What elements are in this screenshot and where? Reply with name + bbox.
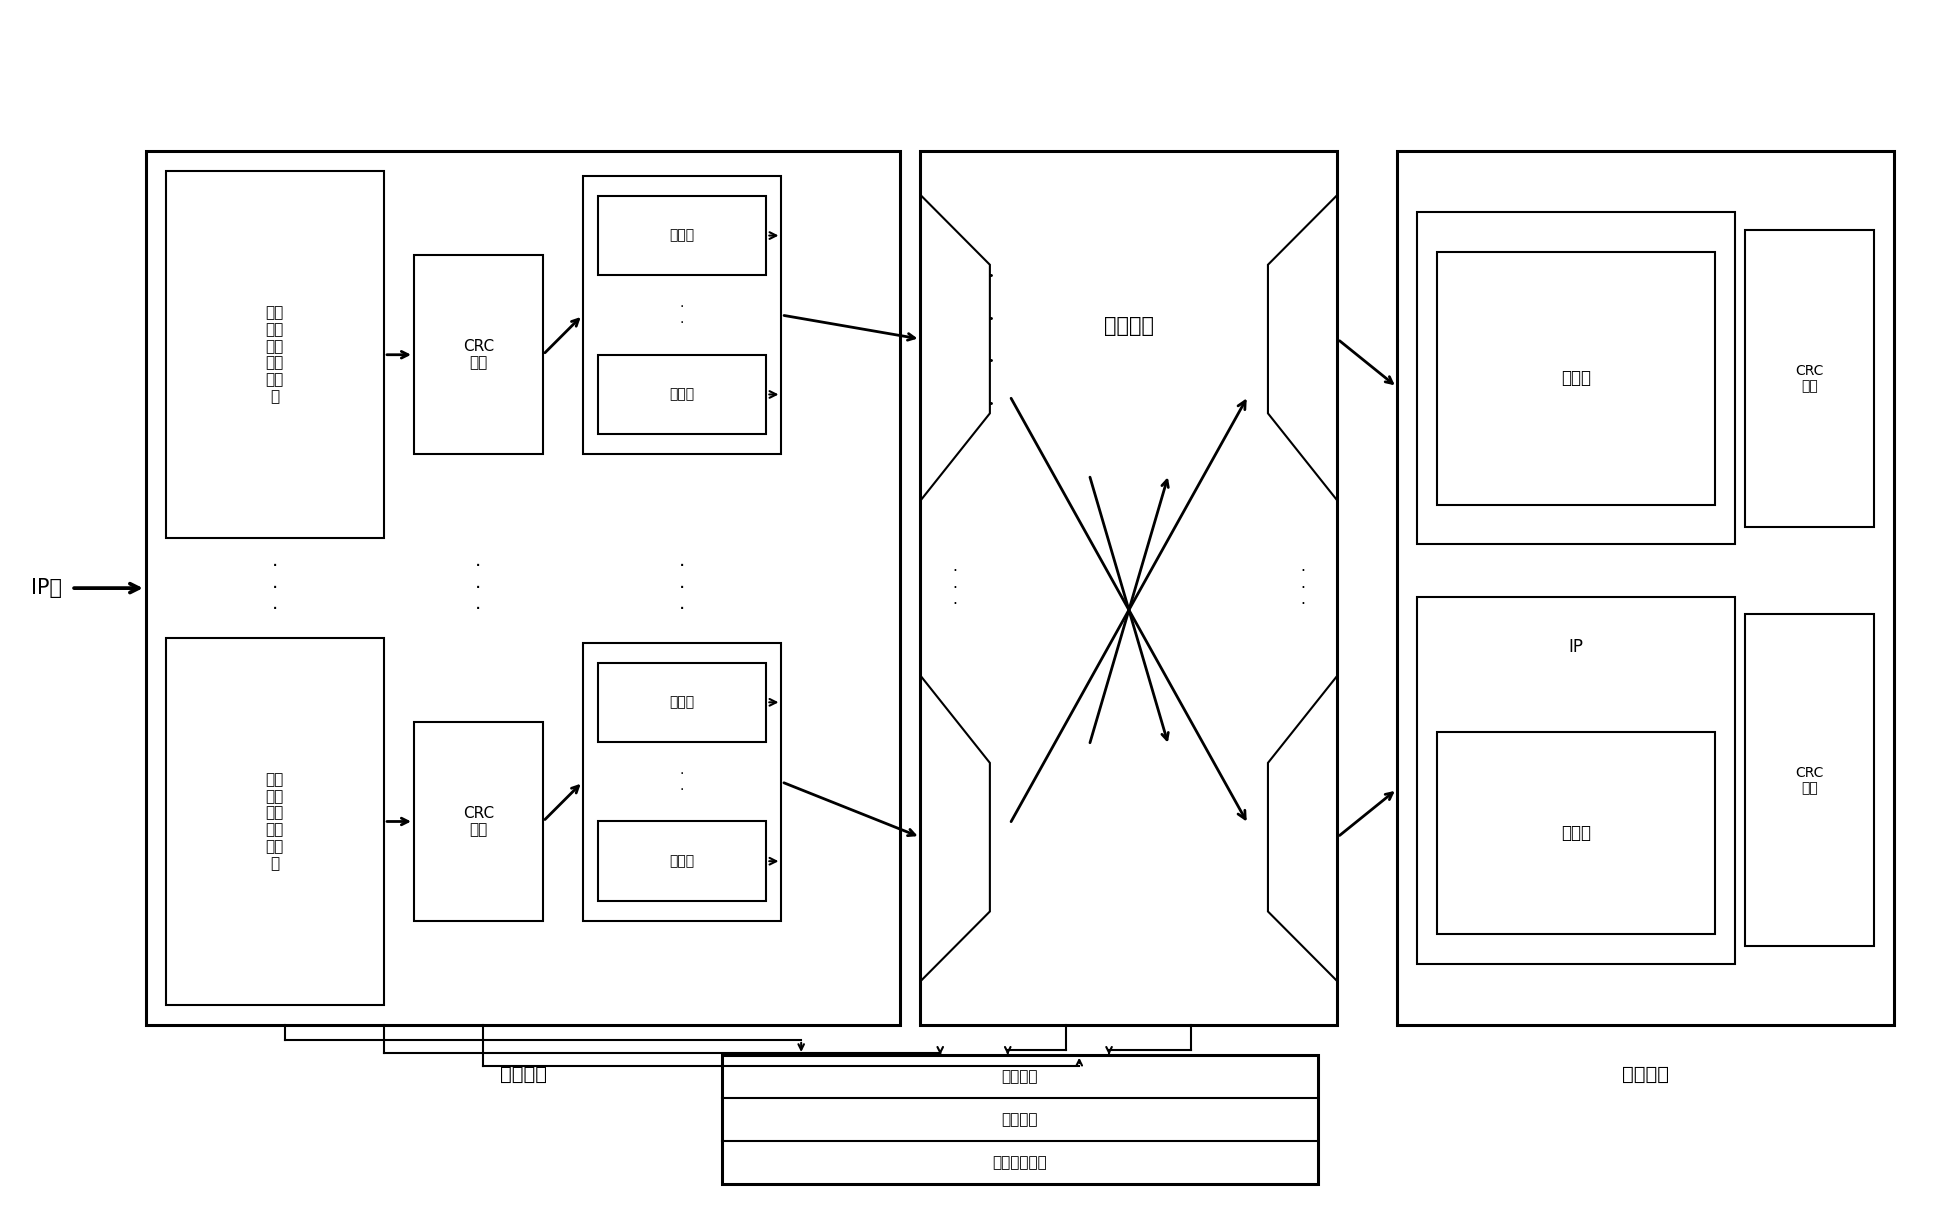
Bar bbox=[414, 255, 542, 454]
Text: 虚通道: 虚通道 bbox=[669, 854, 694, 869]
Bar bbox=[920, 151, 1337, 1026]
Text: ·
·
·: · · · bbox=[272, 557, 278, 618]
Text: 交叉开关: 交叉开关 bbox=[1104, 316, 1155, 336]
Bar bbox=[583, 643, 781, 920]
Text: ·
·
·: · · · bbox=[953, 564, 958, 612]
Text: CRC
编码: CRC 编码 bbox=[463, 806, 494, 837]
Text: 不同
可靠
性要
求的
数据
包: 不同 可靠 性要 求的 数据 包 bbox=[266, 772, 284, 871]
Bar bbox=[1417, 213, 1734, 545]
Text: 虚通道: 虚通道 bbox=[669, 388, 694, 401]
Bar bbox=[146, 151, 900, 1026]
Bar bbox=[597, 355, 766, 434]
Text: IP: IP bbox=[1569, 638, 1582, 656]
Bar bbox=[1437, 732, 1715, 934]
Text: 输入通道: 输入通道 bbox=[500, 1065, 546, 1085]
Bar bbox=[165, 172, 385, 539]
Text: 寄存器: 寄存器 bbox=[1561, 824, 1590, 842]
Text: 不同
可靠
性要
求的
数据
包: 不同 可靠 性要 求的 数据 包 bbox=[266, 306, 284, 405]
Bar bbox=[1744, 230, 1874, 527]
Bar bbox=[721, 1055, 1318, 1184]
Text: ·
·: · · bbox=[680, 300, 684, 330]
Text: CRC
编码: CRC 编码 bbox=[463, 338, 494, 371]
Bar bbox=[1417, 597, 1734, 964]
Bar bbox=[1744, 615, 1874, 946]
Text: ·
·
·: · · · bbox=[678, 557, 684, 618]
Bar bbox=[1398, 151, 1893, 1026]
Bar bbox=[1437, 252, 1715, 505]
Bar bbox=[597, 196, 766, 275]
Text: ·
·
·: · · · bbox=[474, 557, 482, 618]
Text: 输出通道: 输出通道 bbox=[1621, 1065, 1668, 1085]
Text: ·
·: · · bbox=[680, 767, 684, 796]
Text: 虚通道: 虚通道 bbox=[669, 696, 694, 709]
Text: 寄存器: 寄存器 bbox=[1561, 370, 1590, 388]
Text: CRC
解码: CRC 解码 bbox=[1794, 364, 1823, 393]
Text: 路由计算: 路由计算 bbox=[1001, 1069, 1038, 1084]
Text: 交换分配: 交换分配 bbox=[1001, 1111, 1038, 1127]
Bar bbox=[597, 663, 766, 742]
Bar bbox=[597, 821, 766, 901]
Bar bbox=[165, 638, 385, 1005]
Bar bbox=[583, 176, 781, 454]
Text: 虚通道: 虚通道 bbox=[669, 228, 694, 243]
Text: IP核: IP核 bbox=[31, 579, 62, 598]
Text: ·
·
·: · · · bbox=[1301, 564, 1304, 612]
Text: CRC
解码: CRC 解码 bbox=[1794, 766, 1823, 795]
Bar bbox=[414, 722, 542, 920]
Text: 容错机制选择: 容错机制选择 bbox=[991, 1155, 1048, 1171]
